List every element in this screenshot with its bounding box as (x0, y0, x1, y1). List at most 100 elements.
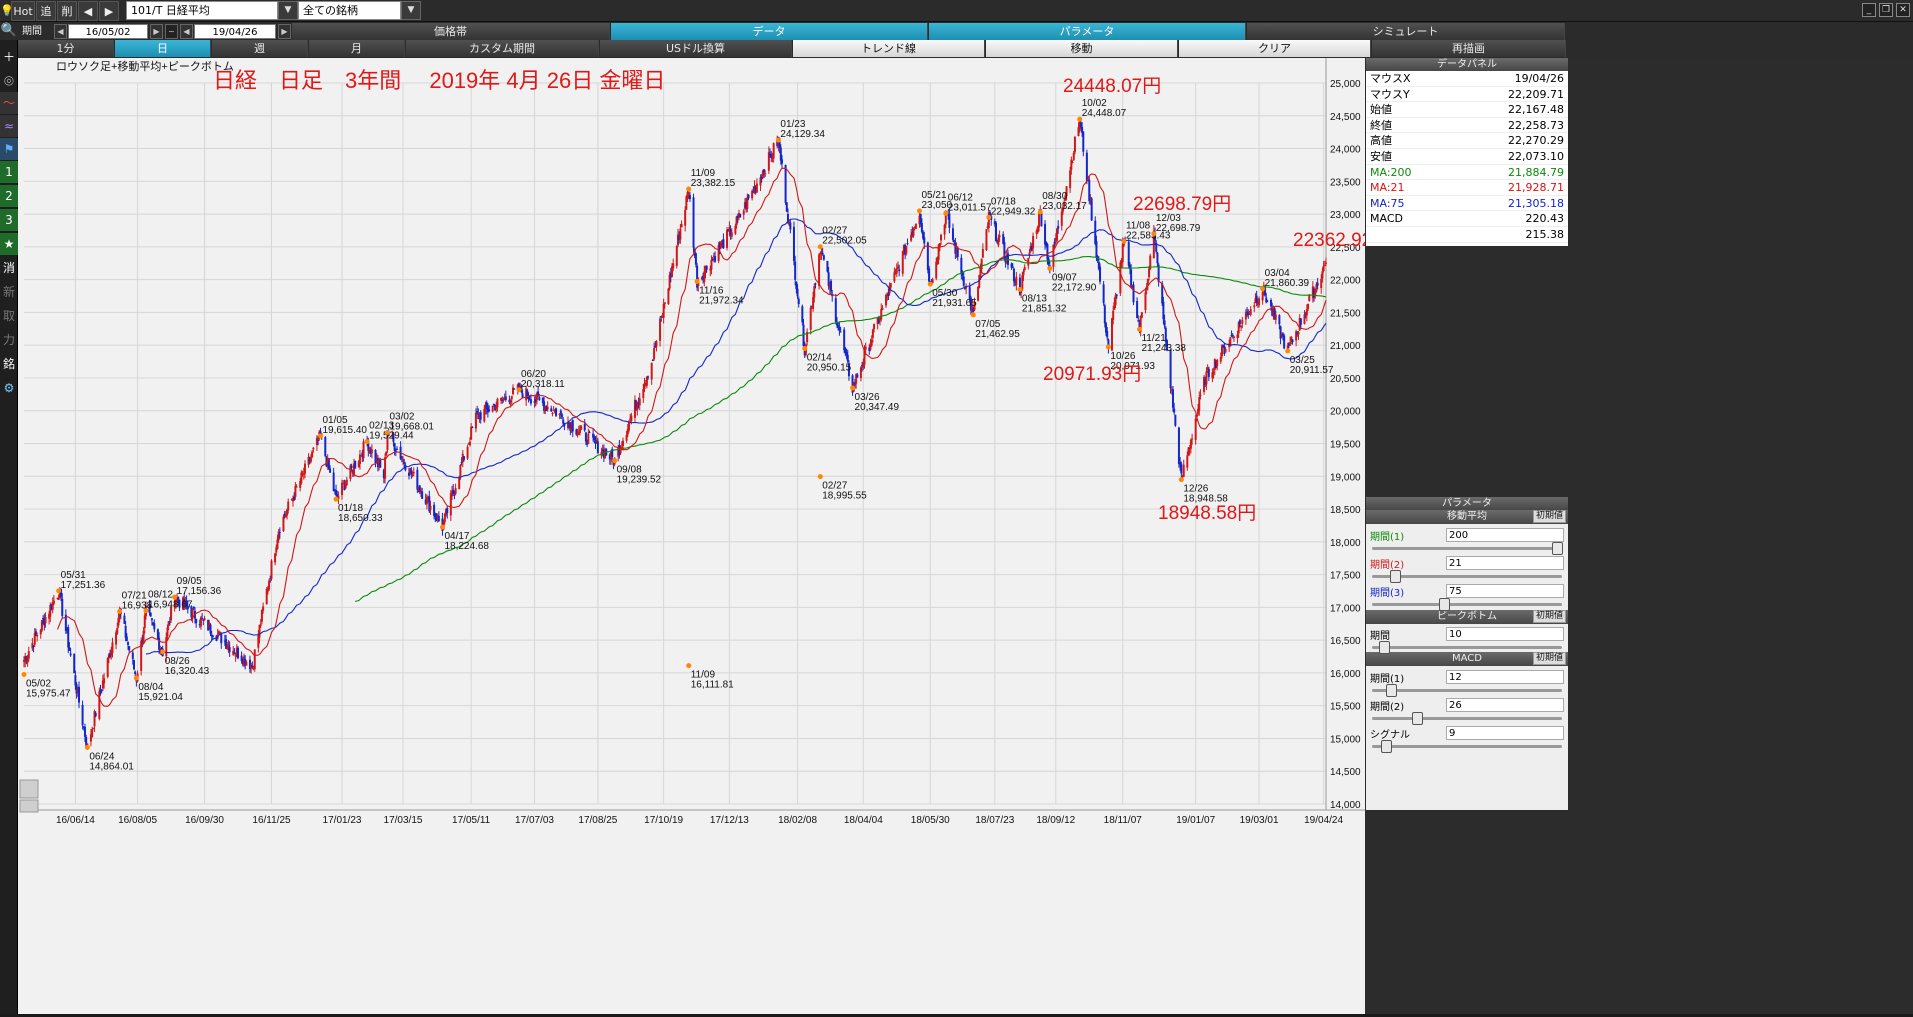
tab-simulate[interactable]: シミュレート (1247, 23, 1565, 40)
chevron-down-icon[interactable]: ▼ (278, 1, 298, 20)
candle-body (503, 397, 506, 400)
market-select[interactable]: 全ての銘柄 (298, 1, 401, 20)
hot-button[interactable]: Hot (11, 1, 35, 21)
clear-button[interactable]: クリア (1179, 40, 1371, 57)
from-date-field[interactable]: 16/05/02 (68, 24, 148, 39)
chart-mode-icon[interactable] (19, 799, 39, 813)
macd-param-slider[interactable] (1372, 712, 1562, 725)
macd-reset-button[interactable]: 初期値 (1532, 652, 1566, 665)
slider-handle[interactable] (1411, 712, 1423, 725)
candle-body (132, 660, 135, 670)
chart-area[interactable]: 25,000 24,500 24,000 23,500 23,000 22,500 22,0… (18, 58, 1391, 1014)
line-chart-icon[interactable]: 〜 (0, 92, 18, 114)
candle-body (1064, 195, 1067, 201)
candle-body (806, 331, 809, 343)
macd-param-input[interactable]: 12 (1446, 670, 1564, 684)
tab-parameters[interactable]: パラメータ (929, 23, 1246, 40)
candle-body (44, 617, 47, 624)
stock-button[interactable]: 銘 (2, 357, 15, 371)
candle-body (521, 393, 524, 398)
candle-body (358, 454, 361, 465)
candle-body (906, 243, 909, 245)
close-icon[interactable]: ✕ (1896, 3, 1910, 17)
macd-param-input[interactable]: 26 (1446, 698, 1564, 712)
candle-body (283, 513, 286, 517)
candle-body (1291, 339, 1294, 343)
candle-body (293, 496, 296, 500)
slider-handle[interactable] (1438, 598, 1450, 611)
next-symbol-icon[interactable]: ▶ (99, 1, 119, 21)
chevron-down-icon[interactable]: ▼ (401, 1, 421, 20)
tab-weekly[interactable]: 週 (212, 40, 308, 57)
symbol-select[interactable]: 101/T 日経平均 (126, 1, 278, 20)
trendline-button[interactable]: トレンド線 (793, 40, 985, 57)
ma-param-slider[interactable] (1372, 570, 1562, 583)
slider-handle[interactable] (1552, 542, 1563, 555)
candle-body (1132, 284, 1135, 303)
power-button[interactable]: 力 (2, 333, 15, 347)
chart-mode-icon[interactable] (19, 779, 39, 799)
ma-param-input[interactable]: 21 (1446, 556, 1564, 570)
camera-icon[interactable]: ◎ (3, 73, 15, 87)
star-icon[interactable]: ★ (0, 233, 18, 255)
preset-2-button[interactable]: 2 (0, 185, 18, 207)
tab-price-band[interactable]: 価格帯 (292, 23, 610, 40)
indicator-icon[interactable]: ≈ (0, 115, 18, 137)
search-icon[interactable]: 🔍 (0, 23, 18, 38)
candle-body (116, 628, 119, 634)
macd-param-input[interactable]: 9 (1446, 726, 1564, 740)
slider-handle[interactable] (1379, 641, 1391, 654)
candle-body (352, 463, 355, 475)
gear-icon[interactable]: ⚙ (3, 381, 15, 395)
get-button[interactable]: 取 (2, 309, 15, 323)
pb-param-slider[interactable] (1372, 641, 1562, 654)
prev-symbol-icon[interactable]: ◀ (78, 1, 98, 21)
new-button[interactable]: 新 (2, 285, 15, 299)
ma-param-slider[interactable] (1372, 598, 1562, 611)
ma-param-slider[interactable] (1372, 542, 1563, 555)
slider-handle[interactable] (1386, 684, 1398, 697)
candle-body (350, 465, 353, 469)
flag-icon[interactable]: ⚑ (0, 138, 18, 160)
pb-reset-button[interactable]: 初期値 (1532, 610, 1566, 623)
ma-reset-button[interactable]: 初期値 (1532, 510, 1566, 523)
candle-body (394, 450, 397, 452)
crosshair-icon[interactable]: ＋ (2, 50, 15, 64)
add-button[interactable]: 追 (36, 1, 56, 21)
preset-3-button[interactable]: 3 (0, 209, 18, 231)
tab-1min[interactable]: 1分 (18, 40, 114, 57)
tab-usd-conversion[interactable]: USドル換算 (600, 40, 792, 57)
candle-body (251, 665, 254, 667)
candle-body (1090, 198, 1093, 221)
candle-body (821, 252, 824, 255)
prev-date-icon[interactable]: ◀ (180, 24, 193, 39)
minimize-icon[interactable]: _ (1862, 3, 1876, 17)
tab-monthly[interactable]: 月 (309, 40, 405, 57)
tab-daily[interactable]: 日 (115, 40, 211, 57)
candle-body (311, 451, 314, 458)
price-chart[interactable]: 25,000 24,500 24,000 23,500 23,000 22,500 22,0… (18, 58, 1391, 1014)
tab-custom-period[interactable]: カスタム期間 (406, 40, 599, 57)
ma-param-input[interactable]: 75 (1446, 584, 1564, 598)
erase-button[interactable]: 消 (2, 261, 15, 275)
slider-handle[interactable] (1381, 740, 1392, 753)
pb-param-input[interactable]: 10 (1446, 627, 1564, 641)
candle-body (1191, 438, 1194, 440)
preset-1-button[interactable]: 1 (0, 161, 18, 183)
next-date-icon[interactable]: ▶ (150, 24, 163, 39)
macd-param-slider[interactable] (1372, 684, 1562, 697)
candle-body (360, 455, 363, 457)
move-button[interactable]: 移動 (986, 40, 1178, 57)
redraw-button[interactable]: 再描画 (1372, 40, 1566, 57)
next-date-icon[interactable]: ▶ (278, 24, 291, 39)
prev-date-icon[interactable]: ◀ (54, 24, 67, 39)
slider-handle[interactable] (1390, 570, 1401, 583)
tab-data[interactable]: データ (611, 23, 928, 40)
to-date-field[interactable]: 19/04/26 (194, 24, 276, 39)
ma-param-input[interactable]: 200 (1446, 528, 1564, 542)
restore-icon[interactable]: ❐ (1879, 3, 1893, 17)
candle-body (1194, 418, 1197, 440)
delete-button[interactable]: 削 (57, 1, 77, 21)
candle-body (177, 596, 180, 602)
macd-param-slider[interactable] (1372, 740, 1562, 753)
